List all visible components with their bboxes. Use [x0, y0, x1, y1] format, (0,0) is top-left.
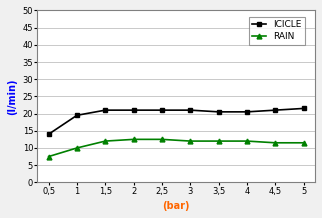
Y-axis label: (l/min): (l/min) [7, 78, 17, 115]
ICICLE [245, 111, 249, 113]
ICICLE [188, 109, 192, 111]
Line: ICICLE: ICICLE [47, 106, 306, 136]
ICICLE [75, 114, 79, 117]
ICICLE [132, 109, 136, 111]
ICICLE [302, 107, 306, 110]
ICICLE [160, 109, 164, 111]
X-axis label: (bar): (bar) [162, 201, 190, 211]
RAIN [132, 138, 136, 141]
RAIN [47, 155, 51, 158]
ICICLE [217, 111, 221, 113]
RAIN [273, 141, 277, 144]
RAIN [75, 147, 79, 149]
Legend: ICICLE, RAIN: ICICLE, RAIN [249, 17, 305, 45]
RAIN [103, 140, 107, 142]
ICICLE [273, 109, 277, 111]
ICICLE [47, 133, 51, 136]
Line: RAIN: RAIN [46, 137, 306, 159]
RAIN [302, 141, 306, 144]
RAIN [245, 140, 249, 142]
RAIN [188, 140, 192, 142]
RAIN [160, 138, 164, 141]
RAIN [217, 140, 221, 142]
ICICLE [103, 109, 107, 111]
